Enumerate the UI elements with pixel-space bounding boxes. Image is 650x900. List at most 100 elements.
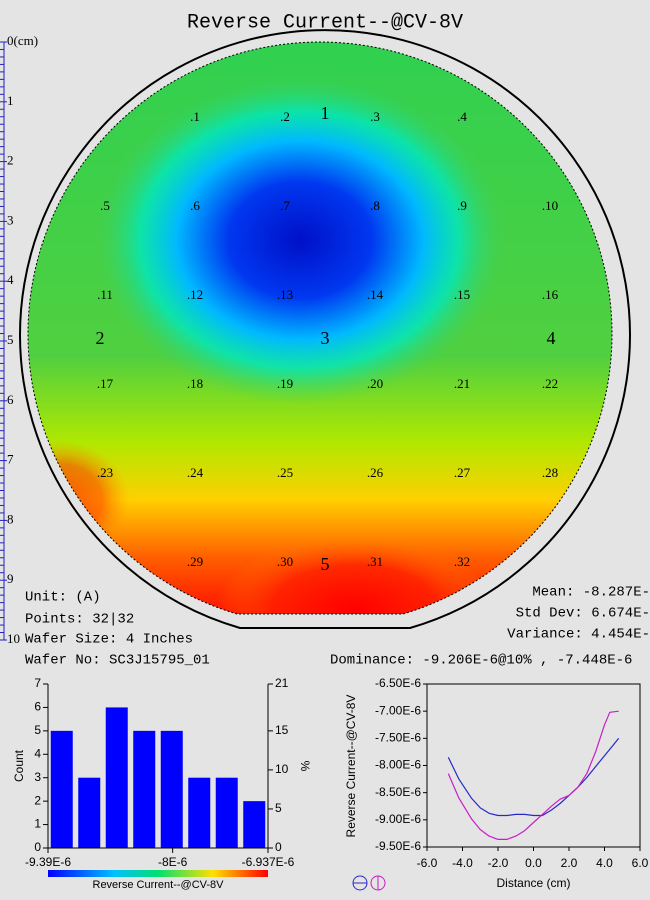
bar — [215, 777, 238, 848]
point-label: .18 — [187, 376, 203, 391]
point-label: .3 — [370, 109, 380, 124]
variance: Variance: 4.454E- — [507, 627, 650, 643]
point-label: .17 — [97, 376, 114, 391]
point-label: .10 — [542, 198, 558, 213]
wafer-outline — [19, 29, 631, 629]
ruler-label: 9 — [7, 571, 14, 586]
ruler-label: 1 — [7, 93, 14, 108]
point-label: .32 — [454, 554, 470, 569]
point-label: .11 — [97, 287, 113, 302]
point-label: .24 — [187, 465, 204, 480]
point-label: .26 — [367, 465, 384, 480]
ruler-label: 6 — [7, 392, 14, 407]
point-label: .16 — [542, 287, 559, 302]
point-label: .6 — [190, 198, 200, 213]
x-tick-label: -4.0 — [452, 856, 473, 870]
mean: Mean: -8.287E- — [532, 585, 650, 601]
y-tick-label: -8.50E-6 — [375, 785, 421, 799]
y-tick-label: 6 — [34, 700, 41, 714]
y-tick-label: 0 — [34, 840, 41, 854]
bar — [243, 801, 266, 848]
y2-tick-label: 5 — [275, 801, 282, 815]
dominance: Dominance: -9.206E-6@10% , -7.448E-6 — [330, 653, 632, 669]
wafer-no: Wafer No: SC3J15795_01 — [25, 653, 210, 669]
point-label: .31 — [367, 554, 383, 569]
y-tick-label: 3 — [34, 770, 41, 784]
y2-tick-label: 21 — [275, 676, 289, 690]
x-tick-label: -2.0 — [488, 856, 509, 870]
point-label: .13 — [277, 287, 293, 302]
bar — [160, 730, 183, 848]
bar — [133, 730, 156, 848]
colorbar — [48, 870, 268, 877]
point-label: .2 — [280, 109, 290, 124]
point-label: .7 — [280, 198, 290, 213]
point-label: .20 — [367, 376, 383, 391]
ruler-label: 5 — [7, 332, 14, 347]
y-tick-label: -9.50E-6 — [375, 839, 421, 853]
x-tick-label: -6.0 — [417, 856, 438, 870]
x-axis-label: Distance (cm) — [496, 876, 570, 890]
point-label: .9 — [457, 198, 467, 213]
ruler-label: 2 — [7, 153, 14, 168]
y-axis-label: Reverse Current--@CV-8V — [344, 695, 358, 838]
point-label: .21 — [454, 376, 470, 391]
point-label: .15 — [454, 287, 470, 302]
point-label: .25 — [277, 465, 293, 480]
y-tick-label: -6.50E-6 — [375, 676, 421, 690]
bar — [188, 777, 211, 848]
points: Points: 32|32 — [25, 612, 134, 628]
high-region — [215, 535, 495, 614]
y-tick-label: 2 — [34, 793, 41, 807]
title: Reverse Current--@CV-8V — [187, 11, 463, 34]
x-tick-label: -8E-6 — [158, 855, 188, 869]
low-region — [95, 75, 505, 405]
site-label: 4 — [547, 328, 556, 348]
colorbar-label: Reverse Current--@CV-8V — [93, 879, 225, 891]
x-tick-label: 4.0 — [596, 856, 613, 870]
y-tick-label: -9.00E-6 — [375, 812, 421, 826]
bar — [105, 707, 128, 848]
y2-tick-label: 15 — [275, 723, 289, 737]
unit: Unit: (A) — [25, 590, 101, 606]
point-label: .12 — [187, 287, 203, 302]
ruler-label: 10 — [7, 631, 20, 646]
y-axis-label: Count — [12, 749, 26, 782]
ruler-label: 4 — [7, 272, 14, 287]
y-tick-label: 1 — [34, 817, 41, 831]
bar — [50, 730, 73, 848]
wafer-edge — [27, 41, 613, 615]
point-label: .4 — [457, 109, 467, 124]
line-series — [447, 737, 620, 817]
point-label: .27 — [454, 465, 471, 480]
point-label: .30 — [277, 554, 293, 569]
y-tick-label: -8.00E-6 — [375, 758, 421, 772]
y-tick-label: 4 — [34, 746, 41, 760]
ruler-label: 8 — [7, 511, 14, 526]
point-label: .5 — [100, 198, 110, 213]
y-tick-label: 7 — [34, 676, 41, 690]
wafer-size: Wafer Size: 4 Inches — [25, 632, 193, 648]
site-label: 5 — [321, 554, 330, 574]
point-label: .8 — [370, 198, 380, 213]
y-tick-label: -7.50E-6 — [375, 731, 421, 745]
x-tick-label: -6.937E-6 — [242, 855, 295, 869]
point-label: .19 — [277, 376, 293, 391]
point-label: .23 — [97, 465, 113, 480]
site-label: 1 — [321, 103, 330, 123]
site-label: 3 — [321, 328, 330, 348]
point-label: .22 — [542, 376, 558, 391]
point-label: .29 — [187, 554, 203, 569]
x-tick-label: 6.0 — [632, 856, 649, 870]
x-tick-label: -9.39E-6 — [25, 855, 71, 869]
ruler-label: 0(cm) — [7, 33, 38, 48]
ruler-label: 3 — [7, 212, 14, 227]
line-series — [447, 710, 619, 840]
x-tick-label: 0.0 — [525, 856, 542, 870]
point-label: .1 — [190, 109, 200, 124]
point-label: .28 — [542, 465, 558, 480]
y2-tick-label: 10 — [275, 762, 289, 776]
x-tick-label: 2.0 — [561, 856, 578, 870]
site-label: 2 — [96, 328, 105, 348]
